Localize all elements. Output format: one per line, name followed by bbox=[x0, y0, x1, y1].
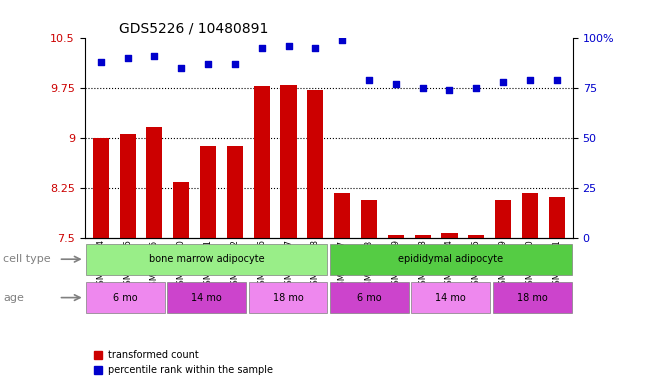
Bar bbox=[388, 235, 404, 238]
Point bbox=[256, 45, 267, 51]
FancyBboxPatch shape bbox=[493, 282, 572, 313]
Point bbox=[310, 45, 320, 51]
Bar bbox=[522, 194, 538, 238]
FancyBboxPatch shape bbox=[86, 244, 327, 275]
Bar bbox=[334, 194, 350, 238]
Bar bbox=[281, 85, 297, 238]
Bar bbox=[200, 146, 216, 238]
Bar bbox=[361, 200, 377, 238]
Point bbox=[96, 59, 106, 65]
Bar bbox=[468, 235, 484, 238]
Bar bbox=[307, 90, 324, 238]
Text: 6 mo: 6 mo bbox=[113, 293, 137, 303]
Bar bbox=[441, 233, 458, 238]
Point bbox=[230, 61, 240, 68]
Legend: transformed count, percentile rank within the sample: transformed count, percentile rank withi… bbox=[89, 346, 277, 379]
Bar bbox=[120, 134, 135, 238]
Point bbox=[122, 55, 133, 61]
Text: GDS5226 / 10480891: GDS5226 / 10480891 bbox=[118, 22, 268, 36]
Text: 14 mo: 14 mo bbox=[191, 293, 222, 303]
Bar bbox=[415, 235, 431, 238]
Bar bbox=[146, 127, 163, 238]
Bar bbox=[92, 138, 109, 238]
Bar bbox=[549, 197, 565, 238]
Text: 18 mo: 18 mo bbox=[517, 293, 547, 303]
Text: 14 mo: 14 mo bbox=[436, 293, 466, 303]
Text: epididymal adipocyte: epididymal adipocyte bbox=[398, 254, 503, 264]
Point bbox=[203, 61, 214, 68]
FancyBboxPatch shape bbox=[411, 282, 490, 313]
Point bbox=[391, 81, 401, 88]
Point bbox=[498, 79, 508, 85]
Point bbox=[364, 77, 374, 83]
Bar bbox=[254, 86, 270, 238]
FancyBboxPatch shape bbox=[249, 282, 327, 313]
Bar bbox=[227, 146, 243, 238]
Point bbox=[551, 77, 562, 83]
Bar bbox=[495, 200, 511, 238]
Text: 6 mo: 6 mo bbox=[357, 293, 381, 303]
Text: bone marrow adipocyte: bone marrow adipocyte bbox=[149, 254, 264, 264]
Point bbox=[149, 53, 159, 60]
Text: 18 mo: 18 mo bbox=[273, 293, 303, 303]
Point bbox=[176, 65, 186, 71]
FancyBboxPatch shape bbox=[167, 282, 246, 313]
Point bbox=[337, 37, 348, 43]
Bar bbox=[173, 182, 189, 238]
Point bbox=[444, 87, 454, 93]
FancyBboxPatch shape bbox=[330, 282, 409, 313]
FancyBboxPatch shape bbox=[86, 282, 165, 313]
Point bbox=[471, 85, 482, 91]
Text: age: age bbox=[3, 293, 24, 303]
Point bbox=[283, 43, 294, 50]
Point bbox=[417, 85, 428, 91]
Text: cell type: cell type bbox=[3, 254, 51, 264]
Point bbox=[525, 77, 535, 83]
FancyBboxPatch shape bbox=[330, 244, 572, 275]
